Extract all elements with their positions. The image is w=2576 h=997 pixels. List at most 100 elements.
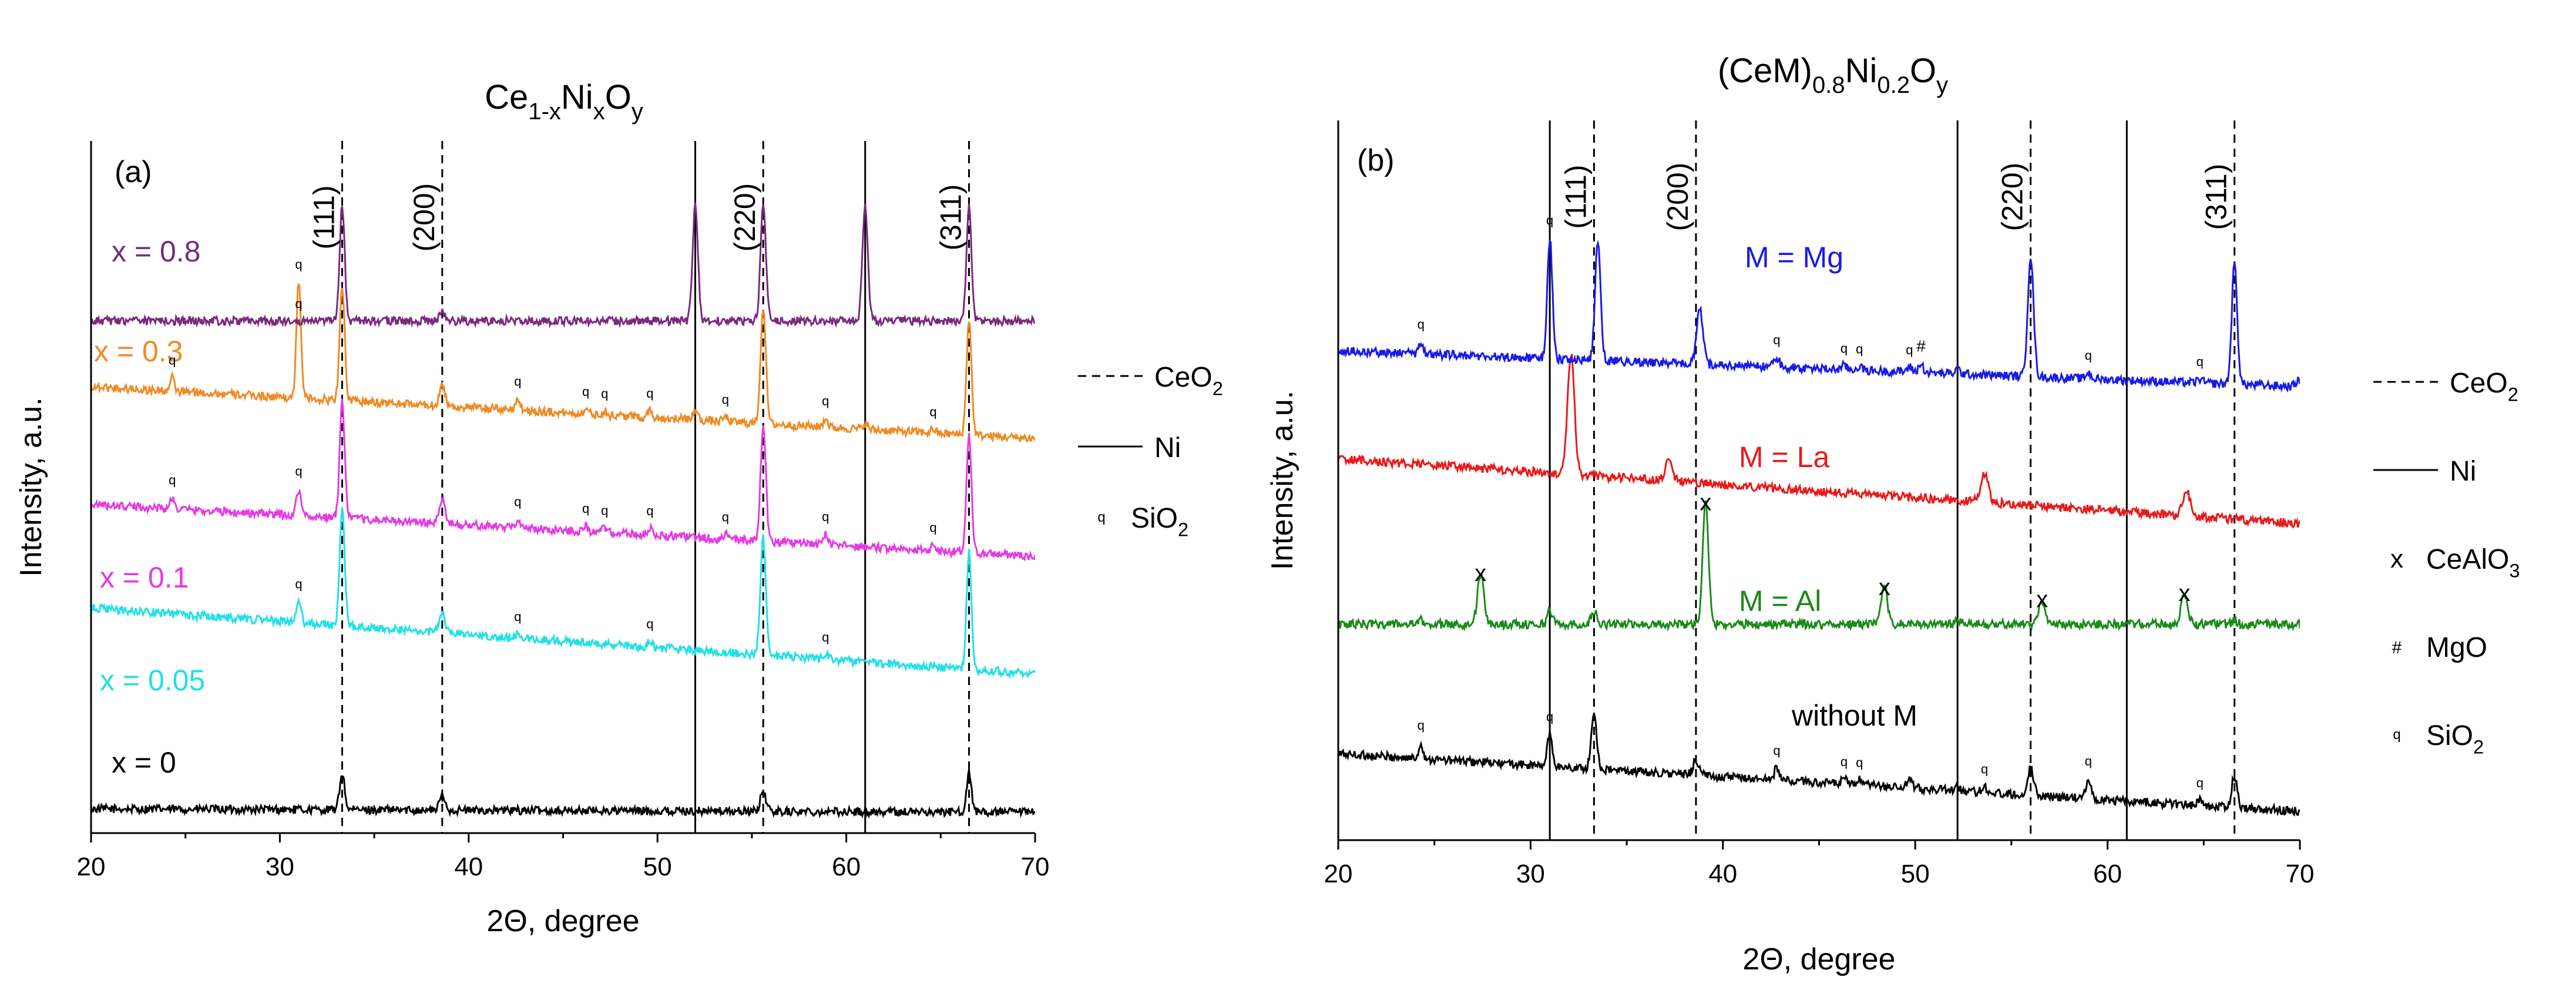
sio2-marker: q	[1981, 762, 1988, 777]
legend-hash-swatch: #	[2392, 638, 2402, 657]
hkl-label: (200)	[408, 183, 441, 252]
legend-label-sub: 2	[1178, 518, 1188, 540]
cealo3-marker: x	[1879, 575, 1890, 600]
legend-label-main: MgO	[2426, 632, 2487, 663]
title-part: (CeM)	[1718, 52, 1812, 90]
chart-title: (CeM)0.8Ni0.2Oy	[1718, 52, 1948, 98]
legend-label-main: CeO	[1154, 362, 1213, 393]
legend-label-main: CeAlO	[2426, 544, 2509, 575]
mgo-marker: #	[1916, 337, 1926, 355]
x-tick-label: 30	[266, 852, 294, 881]
legend-q-swatch: q	[2393, 727, 2400, 743]
series-line-1	[91, 507, 1035, 680]
sio2-marker: q	[2085, 754, 2092, 768]
sio2-marker: q	[1546, 710, 1553, 724]
sio2-marker: q	[722, 510, 729, 525]
legend-label: Ni	[2450, 456, 2476, 487]
chart-title: Ce1-xNixOy	[485, 78, 643, 125]
x-tick-label: 70	[1021, 852, 1050, 881]
legend-label-main: Ni	[2450, 456, 2476, 487]
panel-b: (CeM)0.8Ni0.2Oy(b)without MM = AlM = LaM…	[1265, 52, 2520, 976]
sio2-marker: q	[929, 404, 936, 419]
series-line-0	[1338, 713, 2300, 817]
legend-label-main: SiO	[2426, 720, 2473, 751]
cealo3-marker: x	[1700, 490, 1711, 516]
sio2-marker: q	[169, 353, 176, 368]
cealo3-marker: x	[2179, 580, 2191, 606]
series-label: without M	[1791, 699, 1917, 732]
x-axis-label: 2Θ, degree	[486, 904, 639, 938]
legend-label-sub: 2	[1213, 377, 1223, 399]
cealo3-marker: x	[2036, 586, 2048, 612]
sio2-marker: q	[929, 520, 936, 535]
hkl-label: (200)	[1661, 163, 1694, 231]
legend-label: CeO2	[1154, 362, 1223, 399]
x-tick-label: 70	[2286, 860, 2315, 888]
sio2-marker: q	[582, 501, 589, 516]
sio2-marker: q	[1906, 343, 1913, 357]
hkl-label: (220)	[728, 183, 761, 252]
legend-label-main: Ni	[1154, 432, 1181, 464]
series-line-2	[1338, 354, 2300, 529]
sio2-marker: q	[295, 257, 302, 272]
sio2-marker: q	[1546, 213, 1553, 228]
y-axis-label: Intensity, a.u.	[1265, 391, 1299, 570]
series-label: x = 0.3	[94, 335, 183, 368]
legend-label-sub: 3	[2509, 559, 2520, 581]
sio2-marker: q	[601, 503, 608, 518]
legend-label-sub: 2	[2473, 736, 2484, 757]
legend-label: SiO2	[2426, 720, 2484, 757]
legend-x-swatch: x	[2390, 545, 2403, 573]
title-part: O	[605, 78, 632, 116]
hkl-label: (311)	[2200, 163, 2233, 230]
sio2-marker: q	[1418, 718, 1425, 733]
legend-label: SiO2	[1131, 503, 1188, 540]
sio2-marker: q	[646, 503, 653, 518]
series-line-1	[1338, 500, 2300, 632]
series-group	[91, 202, 1035, 819]
sio2-marker: q	[1856, 756, 1863, 770]
panel-label: (a)	[115, 155, 152, 189]
x-tick-label: 60	[2093, 860, 2122, 888]
sio2-marker: q	[514, 374, 521, 388]
x-tick-label: 20	[77, 852, 106, 881]
hkl-label: (111)	[307, 185, 340, 249]
legend-label: MgO	[2426, 632, 2487, 663]
series-label: M = La	[1739, 441, 1829, 474]
x-tick-label: 20	[1324, 860, 1353, 888]
series-group	[1338, 239, 2300, 817]
sio2-marker: q	[1418, 317, 1425, 332]
x-tick-label: 60	[832, 852, 861, 881]
panel-a: Ce1-xNixOy(a)x = 0x = 0.05x = 0.1x = 0.3…	[14, 78, 1223, 938]
title-part: Ni	[1845, 52, 1878, 90]
sio2-marker: q	[1773, 333, 1780, 347]
sio2-marker: q	[1773, 743, 1780, 758]
title-part: x	[593, 99, 605, 125]
series-line-2	[91, 398, 1035, 562]
x-tick-label: 50	[643, 852, 672, 881]
legend-label-main: SiO	[1131, 503, 1178, 534]
sio2-marker: q	[1841, 754, 1848, 769]
series-line-3	[91, 283, 1035, 443]
sio2-marker: q	[2085, 348, 2092, 362]
sio2-marker: q	[2197, 776, 2204, 790]
sio2-marker: q	[1856, 341, 1863, 356]
sio2-marker: q	[295, 464, 302, 479]
sio2-marker: q	[514, 609, 521, 624]
title-part: 1-x	[528, 99, 561, 125]
y-axis-label: Intensity, a.u.	[14, 397, 48, 576]
series-label: M = Al	[1739, 585, 1821, 617]
title-part: y	[1936, 72, 1948, 98]
series-label: M = Mg	[1745, 241, 1843, 274]
sio2-marker: q	[822, 394, 829, 408]
sio2-marker: q	[646, 617, 653, 632]
sio2-marker: q	[582, 384, 589, 399]
sio2-marker: q	[601, 387, 608, 401]
hkl-label: (311)	[935, 184, 968, 250]
x-tick-label: 40	[454, 852, 483, 881]
